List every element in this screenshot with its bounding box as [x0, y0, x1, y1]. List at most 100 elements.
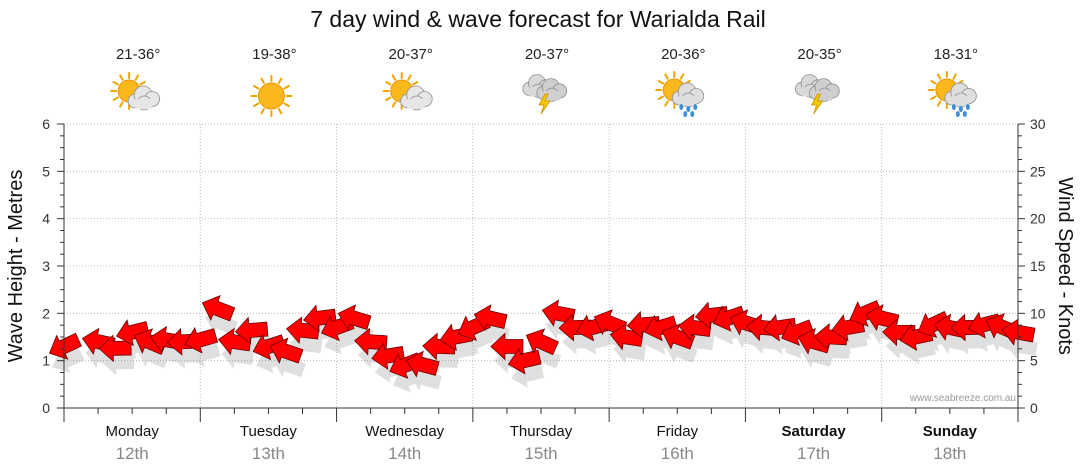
sun-ray [657, 80, 665, 85]
left-tick-label: 6 [42, 116, 50, 132]
rain-drop [951, 104, 956, 110]
day-date-label: 13th [252, 444, 285, 463]
rain-drop [962, 111, 967, 117]
wind-arrow [849, 300, 883, 327]
wind-arrow [354, 327, 388, 356]
wind-arrow [405, 350, 440, 378]
sun-ray [260, 107, 265, 115]
right-axis-ticks: 0 5 10 15 20 25 30 [1030, 116, 1046, 416]
sun-ray [283, 102, 290, 107]
credit-text: www.seabreeze.com.au [909, 393, 1016, 404]
sun-ray [134, 74, 140, 81]
day-date-label: 12th [116, 444, 149, 463]
sun-ray [391, 101, 397, 108]
day-date-label: 14th [388, 444, 421, 463]
temperature-range: 20-37° [525, 46, 569, 63]
sun-ray [253, 102, 260, 107]
axes [57, 123, 1025, 422]
temperature-range: 20-36° [661, 46, 705, 63]
sun-ray [112, 96, 119, 101]
rain-drop [958, 106, 963, 112]
sun-ray [385, 96, 392, 101]
sun-ray [139, 81, 146, 86]
left-tick-label: 1 [42, 353, 50, 369]
arrow-marks [48, 295, 1036, 379]
cloud-shape [944, 82, 977, 108]
wind-arrow [337, 304, 372, 331]
day-name-label: Tuesday [240, 423, 297, 440]
temperature-range: 20-37° [389, 46, 433, 63]
rain-drop [683, 111, 688, 117]
right-tick-label: 20 [1030, 211, 1046, 227]
wind-arrow-shadow [137, 342, 170, 369]
wind-arrow-shadow [989, 327, 1022, 354]
sun-ray [936, 100, 942, 107]
thunderstorm-icon [522, 74, 568, 115]
lightning-bolt [538, 93, 551, 115]
sun-ray [407, 74, 412, 81]
left-tick-label: 4 [42, 211, 50, 227]
lightning-bolt [810, 93, 824, 115]
right-tick-label: 5 [1030, 353, 1038, 369]
day-date-label: 17th [797, 444, 830, 463]
right-tick-label: 25 [1030, 163, 1046, 179]
cloud-shape [671, 82, 705, 108]
day-date-label: 15th [524, 444, 557, 463]
left-tick-label: 3 [42, 258, 50, 274]
right-tick-label: 15 [1030, 258, 1046, 274]
left-tick-label: 5 [42, 163, 50, 179]
right-tick-label: 10 [1030, 305, 1046, 321]
day-name-label: Wednesday [365, 423, 444, 440]
wind-arrow [626, 310, 661, 339]
left-tick-label: 2 [42, 305, 50, 321]
cloud-base [543, 90, 560, 101]
cloud-shape [127, 85, 161, 111]
sun-ray [253, 85, 260, 90]
cloud-base [951, 96, 969, 106]
temperature-range: 19-38° [252, 46, 296, 63]
day-name-label: Monday [105, 423, 159, 440]
wind-arrow [201, 295, 236, 322]
sunny-icon [250, 75, 293, 117]
sun-ray [930, 95, 937, 100]
day-name-label: Saturday [781, 423, 846, 440]
wind-arrow-shadow [273, 352, 306, 378]
wind-arrows [48, 295, 1038, 393]
thunderstorm-icon [794, 74, 840, 115]
right-axis-title: Wind Speed - Knots [1054, 177, 1076, 355]
right-tick-label: 30 [1030, 116, 1046, 132]
wind-arrow [490, 332, 524, 361]
wind-arrow [661, 323, 696, 350]
day-name-label: Sunday [923, 423, 978, 440]
wind-arrow [269, 337, 304, 364]
rain-drop [965, 104, 970, 110]
wind-arrow [371, 342, 406, 370]
wind-arrow [712, 305, 747, 332]
rain-drop [679, 104, 684, 110]
temperature-range: 20-35° [797, 46, 841, 63]
temperature-range: 18-31° [934, 46, 978, 63]
sun-ray [411, 81, 419, 86]
sun-ray [283, 85, 290, 90]
wind-arrow [473, 304, 508, 332]
wind-arrow [763, 313, 797, 342]
sun-ray [277, 107, 283, 115]
day-date-label: 18th [933, 444, 966, 463]
left-tick-label: 0 [42, 400, 50, 416]
sun-ray [664, 73, 669, 80]
partly-cloudy-icon [382, 72, 433, 111]
sun-ray [119, 101, 124, 108]
left-axis-title: Wave Height - Metres [5, 170, 27, 363]
day-name-label: Friday [656, 423, 698, 440]
wind-arrow [184, 326, 219, 354]
daily-forecast-row: 21-36° 19-38° 20-37° 20-37° 20-36° 20-35° 18-3… [110, 46, 978, 117]
rain-drop [686, 106, 691, 112]
rain-drop [693, 104, 698, 110]
sun-showers-icon [655, 71, 705, 117]
wind-arrow [1001, 318, 1036, 346]
sun-ray [936, 73, 942, 80]
sun-ray [657, 95, 665, 100]
sun-showers-icon [927, 71, 977, 117]
cloud-base [816, 90, 833, 101]
